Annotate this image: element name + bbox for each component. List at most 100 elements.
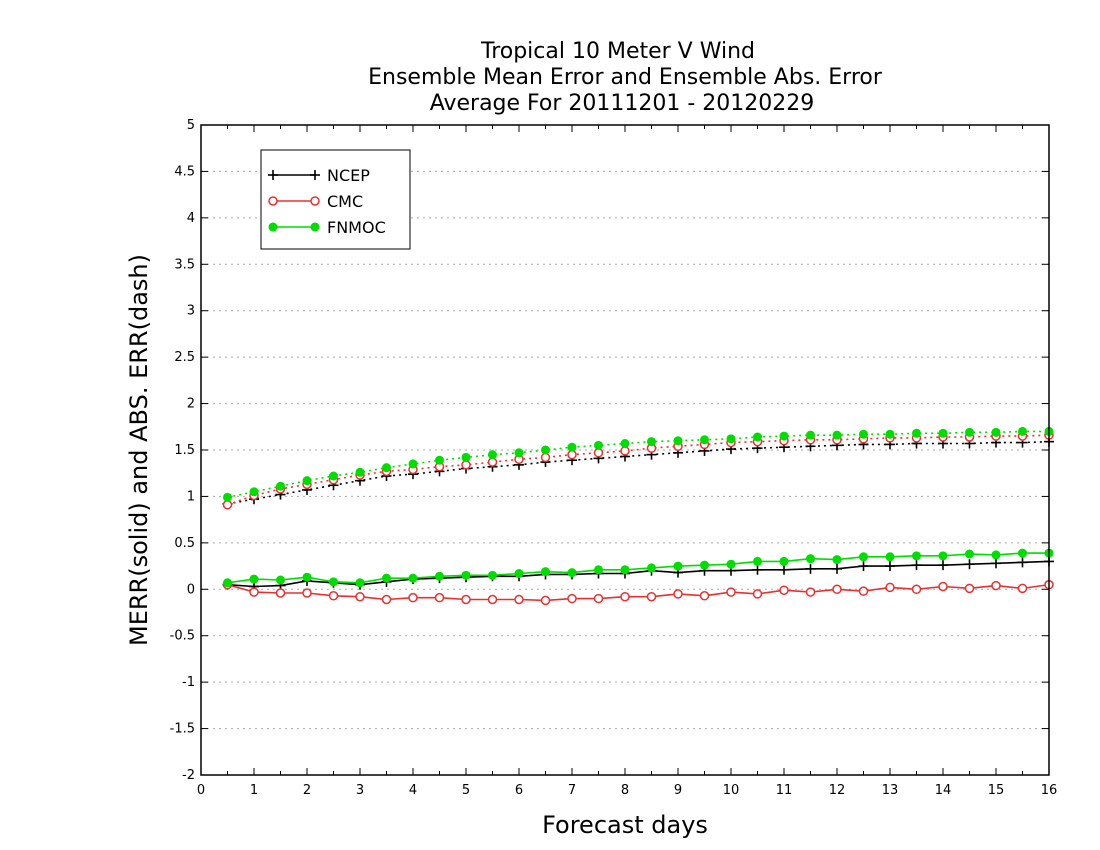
fnmoc-abs-err-point: [382, 463, 391, 473]
fnmoc-abs-err-point: [832, 430, 842, 440]
cmc-merr-line: [227, 583, 1050, 602]
y-tick-label: 0: [187, 582, 195, 597]
y-tick-label: -1: [182, 675, 195, 690]
y-tick-label: 1.5: [174, 443, 195, 458]
cmc-merr-point: [805, 587, 816, 597]
cmc-merr-point: [699, 591, 710, 601]
cmc-merr-point: [964, 583, 975, 594]
cmc-merr-point: [858, 586, 869, 596]
fnmoc-abs-err-point: [594, 440, 603, 450]
cmc-abs-err-point: [487, 457, 498, 467]
x-tick-label: 15: [988, 783, 1005, 798]
legend-item-ncep: NCEP: [268, 166, 370, 185]
ncep-merr-point: [805, 563, 816, 574]
ncep-merr-point: [964, 559, 975, 570]
x-tick-label: 8: [621, 783, 629, 798]
fnmoc-abs-err-point: [514, 448, 524, 458]
x-tick-label: 0: [197, 783, 205, 798]
x-tick-label: 14: [935, 783, 952, 798]
fnmoc-abs-err-point: [488, 450, 497, 460]
y-tick-label: 4.5: [174, 164, 195, 179]
x-tick-label: 4: [409, 783, 417, 798]
legend-marker: [268, 222, 278, 232]
x-tick-label: 7: [568, 783, 576, 798]
fnmoc-merr-point: [859, 552, 868, 562]
fnmoc-abs-err-point: [567, 442, 577, 452]
y-axis-label: MERR(solid) and ABS. ERR(dash): [125, 254, 153, 646]
y-tick-label: 3: [187, 304, 195, 319]
chart-title: Tropical 10 Meter V Wind Ensemble Mean E…: [368, 39, 883, 116]
fnmoc-abs-err-point: [938, 428, 948, 438]
fnmoc-abs-err-point: [965, 427, 974, 437]
ncep-merr-point: [991, 558, 1001, 569]
fnmoc-merr-point: [514, 569, 524, 578]
legend-marker: [310, 196, 320, 206]
y-tick-label: 5: [187, 118, 195, 133]
cmc-merr-point: [620, 591, 630, 602]
title-line-2: Ensemble Mean Error and Ensemble Abs. Er…: [368, 65, 883, 90]
fnmoc-merr-point: [594, 565, 603, 575]
cmc-abs-err-point: [567, 449, 577, 460]
fnmoc-abs-err-point: [435, 455, 444, 465]
x-tick-label: 6: [515, 783, 523, 798]
cmc-abs-err-point: [461, 460, 471, 470]
fnmoc-merr-point: [938, 551, 948, 561]
cmc-merr-point: [249, 587, 259, 597]
fnmoc-abs-err-point: [461, 452, 471, 462]
x-tick-label: 5: [462, 783, 470, 798]
cmc-merr-point: [752, 589, 763, 599]
title-line-3: Average For 20111201 - 20120229: [430, 91, 815, 116]
cmc-merr-point: [302, 588, 312, 598]
fnmoc-merr-point: [1018, 548, 1027, 558]
y-tick-label: 1: [187, 489, 195, 504]
fnmoc-merr-point: [912, 551, 921, 561]
fnmoc-abs-err-point: [991, 427, 1001, 437]
fnmoc-merr-point: [461, 570, 471, 580]
y-tick-label: 0.5: [174, 536, 195, 551]
cmc-merr-point: [381, 594, 392, 605]
cmc-merr-point: [567, 593, 577, 604]
series-layer: [222, 426, 1054, 606]
ncep-abs-err-line: [227, 440, 1050, 505]
fnmoc-abs-err-point: [912, 428, 921, 438]
x-tick-label: 10: [723, 783, 740, 798]
series-fnmoc: [223, 426, 1054, 588]
fnmoc-merr-point: [223, 578, 232, 588]
cmc-merr-point: [593, 593, 604, 604]
cmc-merr-point: [938, 581, 948, 592]
fnmoc-abs-err-point: [302, 476, 312, 486]
cmc-merr-point: [408, 592, 418, 603]
fnmoc-merr-point: [806, 554, 815, 564]
fnmoc-merr-point: [488, 570, 497, 580]
fnmoc-abs-err-point: [355, 467, 365, 477]
fnmoc-merr-point: [435, 571, 444, 581]
x-tick-label: 3: [356, 783, 364, 798]
fnmoc-abs-err-point: [673, 436, 683, 446]
ncep-merr-point: [752, 564, 763, 575]
ncep-merr-point: [885, 561, 895, 572]
cmc-merr-point: [991, 580, 1001, 591]
fnmoc-merr-point: [329, 577, 338, 587]
fnmoc-merr-point: [620, 565, 630, 575]
fnmoc-abs-err-point: [276, 481, 285, 491]
cmc-abs-err-point: [620, 446, 630, 456]
fnmoc-abs-err-point: [541, 445, 550, 455]
fnmoc-abs-err-point: [647, 437, 656, 447]
fnmoc-abs-err-line: [227, 430, 1049, 499]
legend-label: NCEP: [327, 166, 370, 185]
fnmoc-abs-err-point: [726, 434, 736, 444]
cmc-merr-point: [1017, 583, 1028, 594]
cmc-merr-point: [832, 584, 842, 595]
fnmoc-abs-err-point: [620, 439, 630, 448]
cmc-merr-point: [673, 589, 683, 599]
cmc-merr-point: [275, 588, 286, 598]
cmc-abs-err-point: [222, 500, 233, 510]
fnmoc-abs-err-point: [885, 429, 895, 439]
y-tick-label: 4: [187, 211, 195, 226]
fnmoc-merr-point: [382, 573, 391, 583]
legend-box: [260, 149, 411, 250]
cmc-abs-err-point: [593, 448, 604, 458]
cmc-merr-point: [514, 594, 524, 605]
